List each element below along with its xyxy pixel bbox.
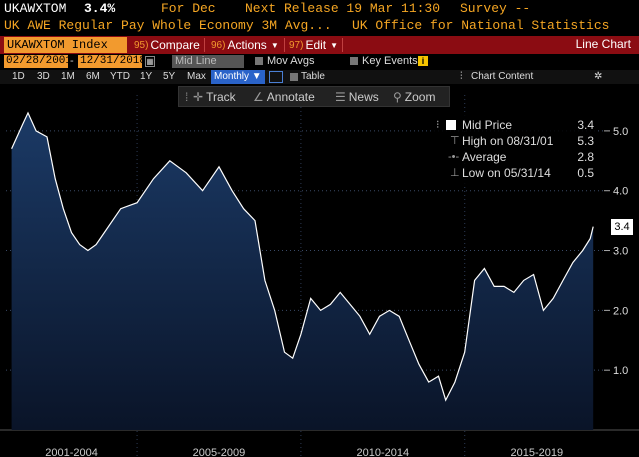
- ticker-symbol: UKAWXTOM: [4, 1, 67, 16]
- table-checkbox[interactable]: [290, 73, 298, 81]
- crosshair-icon: ✛: [193, 90, 204, 104]
- table-label: Table: [301, 71, 325, 82]
- compare-button[interactable]: 95) Compare: [131, 37, 203, 53]
- y-tick-label: 2.0: [613, 305, 628, 317]
- survey: Survey --: [460, 1, 531, 16]
- legend-average: -•- Average 2.8: [432, 149, 598, 165]
- mov-avgs-checkbox[interactable]: [255, 57, 263, 65]
- y-tick-label: 5.0: [613, 126, 628, 138]
- legend-mid-price: ⁝ Mid Price 3.4: [432, 117, 598, 133]
- average-value: 2.8: [577, 150, 594, 164]
- header-bar: UKAWXTOM 3.4% For Dec Next Release 19 Ma…: [0, 0, 639, 17]
- series-swatch: [446, 120, 456, 130]
- high-value: 5.3: [577, 134, 594, 148]
- description-bar: UK AWE Regular Pay Whole Economy 3M Avg.…: [0, 17, 639, 34]
- track-label: Track: [206, 90, 236, 104]
- key-events-checkbox[interactable]: [350, 57, 358, 65]
- compare-shortcut: 95): [134, 39, 149, 51]
- actions-label: Actions: [227, 38, 267, 52]
- period-1d[interactable]: 1D: [12, 71, 25, 82]
- pencil-icon: ∠: [253, 90, 264, 104]
- settings-icon[interactable]: ✲: [594, 71, 603, 82]
- chart-content-icon[interactable]: ⫶: [460, 71, 463, 82]
- chart-tools: ⁞ ✛ Track ∠ Annotate ☰ News ⚲ Zoom: [178, 86, 450, 107]
- frequency-select[interactable]: Monthly ▼: [211, 70, 265, 84]
- x-period-label: 2015-2019: [511, 447, 564, 457]
- edit-shortcut: 97): [289, 39, 304, 51]
- x-period-label: 2001-2004: [45, 447, 98, 457]
- end-date-field[interactable]: 12/31/2018: [78, 55, 147, 68]
- low-label: Low on 05/31/14: [462, 166, 551, 180]
- annotate-tool[interactable]: ∠ Annotate: [253, 90, 315, 104]
- frequency-label: Monthly: [214, 71, 250, 82]
- period-ytd[interactable]: YTD: [110, 71, 130, 82]
- period-max[interactable]: Max: [187, 71, 206, 82]
- actions-shortcut: 96): [211, 39, 226, 51]
- toolbar: UKAWXTOM Index 95) Compare 96) Actions ▼…: [0, 36, 639, 54]
- period-bar: 1D 3D 1M 6M YTD 1Y 5Y Max Monthly ▼ Tabl…: [0, 70, 639, 84]
- zoom-tool[interactable]: ⚲ Zoom: [393, 90, 435, 104]
- last-price-tag: 3.4: [611, 219, 633, 235]
- low-value: 0.5: [577, 166, 594, 180]
- chevron-down-icon: ▼: [330, 40, 339, 50]
- data-source: UK Office for National Statistics: [352, 18, 610, 33]
- edit-label: Edit: [305, 38, 327, 52]
- actions-button[interactable]: 96) Actions ▼: [208, 37, 282, 53]
- drag-handle-icon[interactable]: ⁞: [185, 90, 189, 104]
- last-value: 3.4%: [84, 1, 116, 16]
- date-separator: -: [70, 55, 74, 67]
- period-1m[interactable]: 1M: [61, 71, 75, 82]
- info-icon[interactable]: i: [418, 56, 428, 66]
- news-label: News: [348, 90, 379, 104]
- period-label: For Dec: [161, 1, 216, 16]
- chart-content-button[interactable]: Chart Content: [471, 71, 534, 82]
- start-date-field[interactable]: 02/28/2001: [4, 55, 73, 68]
- divider: [342, 38, 343, 52]
- track-tool[interactable]: ✛ Track: [193, 90, 236, 104]
- legend-high: ⊤ High on 08/31/01 5.3: [432, 133, 598, 149]
- period-1y[interactable]: 1Y: [140, 71, 153, 82]
- series-description: UK AWE Regular Pay Whole Economy 3M Avg.…: [4, 18, 332, 33]
- period-6m[interactable]: 6M: [86, 71, 100, 82]
- next-release: Next Release 19 Mar 11:30: [245, 1, 441, 16]
- series-line: [11, 111, 594, 402]
- period-5y[interactable]: 5Y: [163, 71, 176, 82]
- mov-avgs-label: Mov Avgs: [267, 55, 315, 67]
- period-3d[interactable]: 3D: [37, 71, 50, 82]
- line-chart-icon[interactable]: [269, 71, 283, 83]
- y-tick-label: 3.0: [613, 246, 628, 258]
- key-events-label: Key Events: [362, 55, 418, 67]
- legend-low: ⊥ Low on 05/31/14 0.5: [432, 165, 598, 181]
- average-marker-icon: -•-: [448, 151, 460, 163]
- divider: [204, 38, 205, 52]
- average-label: Average: [462, 150, 507, 164]
- legend: ⁝ Mid Price 3.4 ⊤ High on 08/31/01 5.3 -…: [432, 115, 598, 185]
- x-period-label: 2010-2014: [357, 447, 410, 457]
- y-tick-label: 4.0: [613, 186, 628, 198]
- y-tick-label: 1.0: [613, 365, 628, 377]
- magnifier-icon: ⚲: [393, 90, 402, 104]
- low-marker-icon: ⊥: [450, 167, 460, 179]
- options-bar: 02/28/2001 - 12/31/2018 ▦ Mid Line Mov A…: [0, 55, 639, 69]
- series-area: [11, 112, 594, 431]
- calendar-icon[interactable]: ▦: [145, 56, 155, 67]
- mid-price-value: 3.4: [577, 118, 594, 132]
- high-marker-icon: ⊤: [450, 135, 460, 147]
- compare-label: Compare: [150, 38, 200, 52]
- mid-line-select[interactable]: Mid Line: [172, 55, 244, 68]
- news-tool[interactable]: ☰ News: [335, 90, 379, 104]
- edit-button[interactable]: 97) Edit ▼: [286, 37, 341, 53]
- high-label: High on 08/31/01: [462, 134, 554, 148]
- annotate-label: Annotate: [266, 90, 315, 104]
- chart-type-label[interactable]: Line Chart: [575, 37, 631, 51]
- zoom-label: Zoom: [404, 90, 436, 104]
- expand-icon[interactable]: ⁝: [436, 119, 440, 131]
- divider: [284, 38, 285, 52]
- x-period-label: 2005-2009: [193, 447, 246, 457]
- news-icon: ☰: [335, 90, 346, 104]
- chevron-down-icon: ▼: [270, 40, 279, 50]
- security-input[interactable]: UKAWXTOM Index: [4, 37, 127, 53]
- mid-price-label: Mid Price: [462, 118, 513, 132]
